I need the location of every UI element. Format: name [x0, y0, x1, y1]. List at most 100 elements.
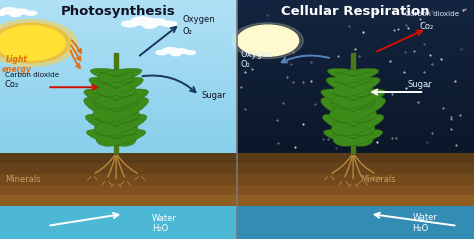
- Bar: [237, 86, 474, 88]
- Polygon shape: [329, 97, 386, 123]
- Bar: [237, 140, 474, 141]
- Bar: [237, 119, 474, 120]
- Bar: [237, 163, 474, 174]
- Text: Co₂: Co₂: [5, 80, 19, 89]
- Text: Carbon dioxide: Carbon dioxide: [5, 72, 59, 78]
- Polygon shape: [91, 68, 134, 83]
- Bar: [0, 84, 237, 86]
- Bar: [237, 105, 474, 107]
- Bar: [237, 115, 474, 117]
- Bar: [0, 69, 237, 71]
- Bar: [351, 53, 355, 153]
- Bar: [237, 82, 474, 84]
- Text: Sugar: Sugar: [408, 80, 432, 89]
- Bar: [0, 61, 237, 63]
- Bar: [0, 185, 237, 195]
- Bar: [0, 98, 237, 99]
- Bar: [0, 13, 237, 15]
- Polygon shape: [92, 97, 149, 123]
- Bar: [0, 149, 237, 151]
- Ellipse shape: [143, 23, 156, 28]
- Circle shape: [0, 20, 77, 66]
- Bar: [237, 151, 474, 153]
- Polygon shape: [326, 77, 373, 97]
- Bar: [237, 23, 474, 25]
- Bar: [237, 55, 474, 57]
- Bar: [237, 153, 474, 163]
- Ellipse shape: [171, 52, 181, 56]
- Bar: [114, 53, 118, 153]
- Bar: [237, 69, 474, 71]
- Bar: [237, 117, 474, 119]
- Bar: [237, 132, 474, 134]
- Polygon shape: [97, 77, 143, 97]
- Bar: [237, 145, 474, 147]
- Bar: [0, 115, 237, 117]
- Bar: [237, 76, 474, 78]
- Bar: [0, 145, 237, 147]
- Bar: [237, 17, 474, 19]
- Bar: [0, 50, 237, 52]
- Ellipse shape: [162, 21, 177, 27]
- Bar: [0, 67, 237, 69]
- Bar: [0, 153, 237, 163]
- Bar: [0, 122, 237, 124]
- Bar: [0, 206, 237, 239]
- Circle shape: [0, 26, 65, 60]
- Polygon shape: [320, 97, 377, 123]
- Bar: [0, 27, 237, 29]
- Bar: [0, 78, 237, 80]
- Polygon shape: [335, 68, 379, 83]
- Bar: [0, 15, 237, 17]
- Bar: [0, 92, 237, 94]
- Bar: [0, 42, 237, 44]
- Bar: [0, 76, 237, 78]
- Bar: [237, 38, 474, 40]
- Bar: [237, 143, 474, 145]
- Ellipse shape: [1, 8, 18, 14]
- Bar: [0, 40, 237, 42]
- Polygon shape: [328, 68, 371, 83]
- Bar: [0, 134, 237, 136]
- Bar: [237, 34, 474, 36]
- Bar: [0, 147, 237, 149]
- Polygon shape: [85, 114, 138, 136]
- Bar: [0, 113, 237, 115]
- Bar: [0, 65, 237, 67]
- Text: Water: Water: [152, 214, 176, 223]
- Bar: [237, 67, 474, 69]
- Polygon shape: [334, 77, 380, 97]
- Bar: [0, 130, 237, 132]
- Text: H₂O: H₂O: [412, 224, 428, 233]
- Bar: [237, 107, 474, 109]
- Bar: [237, 36, 474, 38]
- Bar: [237, 185, 474, 195]
- Bar: [237, 25, 474, 27]
- Bar: [0, 126, 237, 128]
- Bar: [0, 163, 237, 174]
- Ellipse shape: [122, 21, 138, 27]
- Bar: [0, 124, 237, 126]
- Bar: [0, 136, 237, 138]
- Bar: [237, 19, 474, 21]
- Bar: [0, 59, 237, 61]
- Bar: [237, 147, 474, 149]
- Bar: [237, 124, 474, 126]
- Bar: [0, 6, 237, 8]
- Bar: [0, 105, 237, 107]
- Bar: [237, 33, 474, 34]
- Bar: [237, 27, 474, 29]
- Text: Light
energy: Light energy: [1, 55, 32, 74]
- Polygon shape: [321, 89, 375, 109]
- Bar: [237, 29, 474, 31]
- Bar: [0, 140, 237, 141]
- Bar: [0, 25, 237, 27]
- Bar: [0, 8, 237, 10]
- Bar: [237, 98, 474, 99]
- Bar: [0, 109, 237, 111]
- Bar: [237, 65, 474, 67]
- Bar: [237, 101, 474, 103]
- Bar: [237, 122, 474, 124]
- Bar: [0, 29, 237, 31]
- Bar: [0, 103, 237, 105]
